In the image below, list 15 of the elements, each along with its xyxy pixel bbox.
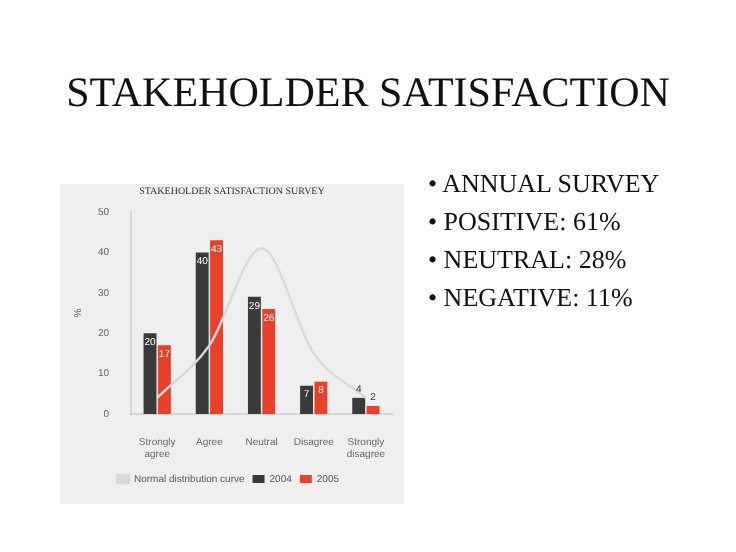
chart-title: STAKEHOLDER SATISFACTION <box>64 68 672 118</box>
bar <box>262 308 276 414</box>
text: • NEGATIVE: 11% <box>428 282 635 314</box>
bar <box>300 385 314 414</box>
bar <box>366 405 380 414</box>
bar <box>352 397 366 414</box>
bar <box>157 345 171 414</box>
text: • ANNUAL SURVEY <box>428 168 662 200</box>
bar <box>195 252 209 414</box>
bar <box>210 240 224 414</box>
bar <box>247 296 261 414</box>
line-series <box>156 247 368 400</box>
bar <box>314 381 328 414</box>
text: • NEUTRAL: 28% <box>428 244 629 276</box>
text: • POSITIVE: 61% <box>428 206 623 238</box>
